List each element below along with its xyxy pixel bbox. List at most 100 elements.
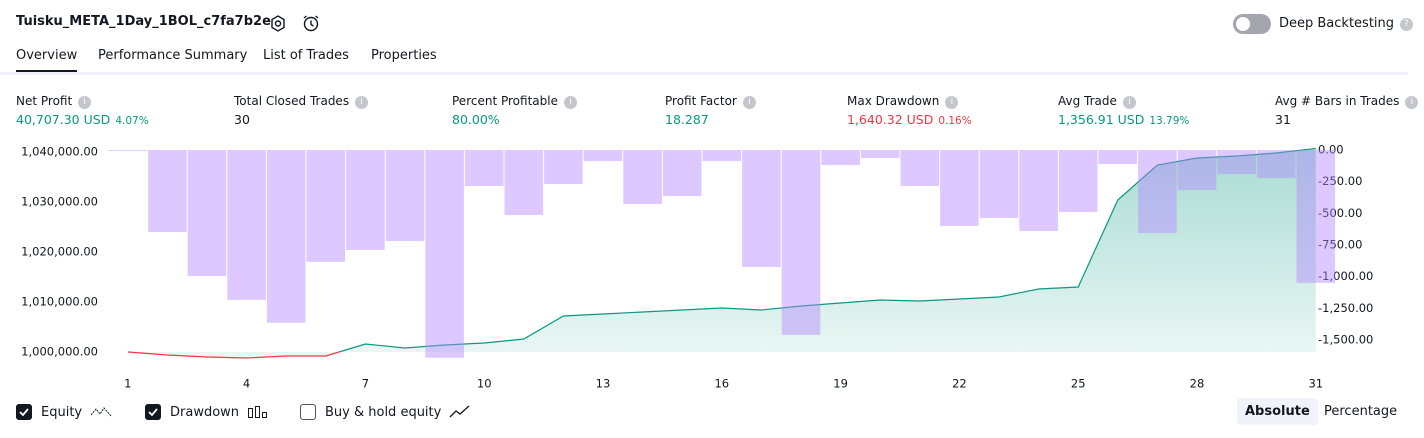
x-tick-label: 19 xyxy=(833,377,848,391)
info-icon: i xyxy=(945,96,959,109)
y2-tick-label: -750.00 xyxy=(1318,238,1362,252)
metric-label-text: Avg Trade xyxy=(1058,94,1117,108)
y2-tick-label: -1,500.00 xyxy=(1318,333,1373,347)
checkbox[interactable] xyxy=(300,404,316,420)
metric-value: 1,640.32 USD 0.16% xyxy=(847,112,972,127)
drawdown-bar xyxy=(1217,150,1256,174)
drawdown-bar xyxy=(187,150,227,276)
info-icon: ? xyxy=(1400,18,1414,31)
legend-label: Buy & hold equity xyxy=(325,404,442,420)
absolute-button[interactable]: Absolute xyxy=(1237,398,1318,425)
drawdown-bar xyxy=(385,150,425,241)
metric-extra: 4.07% xyxy=(115,115,149,127)
x-tick-label: 28 xyxy=(1190,377,1205,391)
metric-value-text: 1,356.91 USD xyxy=(1058,112,1145,127)
legend-label: Drawdown xyxy=(170,404,240,420)
percentage-button[interactable]: Percentage xyxy=(1324,404,1398,419)
metric-label-text: Profit Factor xyxy=(665,94,737,108)
drawdown-bar xyxy=(742,150,781,267)
x-tick-label: 13 xyxy=(596,377,611,391)
buy-hold-icon xyxy=(449,405,470,418)
drawdown-bar xyxy=(900,150,940,187)
metric-value-text: 30 xyxy=(234,112,250,127)
toggle-label: Deep Backtesting? xyxy=(1279,16,1414,31)
strategy-title: Tuisku_META_1Day_1BOL_c7fa7b2e xyxy=(16,14,271,29)
drawdown-bar xyxy=(1256,150,1296,179)
info-icon: i xyxy=(355,96,369,109)
tab[interactable]: Properties xyxy=(371,48,437,63)
metric-value: 30 xyxy=(234,112,250,127)
metric-label: Avg Trade i xyxy=(1058,94,1136,109)
metric-label-text: Avg # Bars in Trades xyxy=(1275,94,1400,108)
metric-label-text: Max Drawdown xyxy=(847,94,940,108)
x-tick-label: 31 xyxy=(1308,377,1323,391)
settings-icon[interactable] xyxy=(271,15,285,32)
metric-label: Max Drawdown i xyxy=(847,94,959,109)
metric-value: 40,707.30 USD 4.07% xyxy=(16,112,149,127)
info-icon: i xyxy=(78,96,92,109)
equity-line xyxy=(127,147,1316,359)
toggle[interactable] xyxy=(1233,14,1271,34)
tab[interactable]: List of Trades xyxy=(263,48,349,63)
metric-label: Profit Factor i xyxy=(665,94,756,109)
metric-value-text: 40,707.30 USD xyxy=(16,112,111,127)
drawdown-bar xyxy=(583,150,623,162)
drawdown-bar xyxy=(781,150,821,335)
metric-extra: 13.79% xyxy=(1149,115,1190,127)
y-tick-label: 1,010,000.00 xyxy=(21,295,98,309)
metric-label: Percent Profitable i xyxy=(452,94,577,109)
legend-item[interactable]: Equity xyxy=(16,404,112,420)
tab[interactable]: Performance Summary xyxy=(98,48,248,63)
drawdown-bar xyxy=(1058,150,1098,212)
metric-label: Total Closed Trades i xyxy=(234,94,369,109)
drawdown-bar xyxy=(306,150,346,262)
drawdown-bar xyxy=(623,150,662,204)
x-tick-label: 25 xyxy=(1071,377,1086,391)
metric-value-text: 80.00% xyxy=(452,112,500,127)
drawdown-bar xyxy=(979,150,1019,218)
drawdown-bar xyxy=(662,150,702,197)
drawdown-bar xyxy=(821,150,860,165)
checkbox[interactable] xyxy=(145,404,161,420)
drawdown-bar xyxy=(227,150,266,300)
y-tick-label: 1,000,000.00 xyxy=(21,345,98,359)
x-tick-label: 10 xyxy=(477,377,492,391)
title-icons xyxy=(271,15,319,32)
legend-item[interactable]: Drawdown xyxy=(145,404,269,420)
drawdown-bar xyxy=(425,150,464,358)
info-icon: i xyxy=(563,96,577,109)
legend-item[interactable]: Buy & hold equity xyxy=(300,404,471,420)
tab[interactable]: Overview xyxy=(16,48,78,73)
checkbox[interactable] xyxy=(16,404,32,420)
drawdown-bar xyxy=(266,150,306,323)
drawdown-bar xyxy=(1296,150,1336,283)
metric-extra: 0.16% xyxy=(938,115,972,127)
drawdown-bar xyxy=(1019,150,1058,231)
y-tick-label: 1,040,000.00 xyxy=(21,145,98,159)
info-icon: i xyxy=(1122,96,1136,109)
metric-label: Net Profit i xyxy=(16,94,92,109)
x-tick-label: 1 xyxy=(124,377,131,391)
drawdown-icon xyxy=(248,406,268,418)
legend-icon xyxy=(90,405,112,419)
y-tick-label: 1,020,000.00 xyxy=(21,245,98,259)
x-tick-label: 16 xyxy=(714,377,729,391)
equity-icon xyxy=(90,407,112,417)
drawdown-bar xyxy=(1098,150,1138,164)
alert-icon[interactable] xyxy=(303,15,319,32)
metric-value: 1,356.91 USD 13.79% xyxy=(1058,112,1189,127)
y2-tick-label: -500.00 xyxy=(1318,206,1362,220)
drawdown-bar xyxy=(544,150,583,184)
drawdown-bar xyxy=(464,150,504,187)
y2-tick-label: -1,250.00 xyxy=(1318,301,1373,315)
check xyxy=(19,408,29,416)
metric-value-text: 1,640.32 USD xyxy=(847,112,934,127)
y2-tick-label: -1,000.00 xyxy=(1318,269,1373,283)
toggle-text: Deep Backtesting xyxy=(1279,16,1395,31)
metric-label: Avg # Bars in Trades i xyxy=(1275,94,1419,109)
info-icon: i xyxy=(1405,96,1419,109)
metric-label-text: Total Closed Trades xyxy=(234,94,350,108)
separator xyxy=(0,72,1408,75)
drawdown-bar xyxy=(148,150,187,232)
